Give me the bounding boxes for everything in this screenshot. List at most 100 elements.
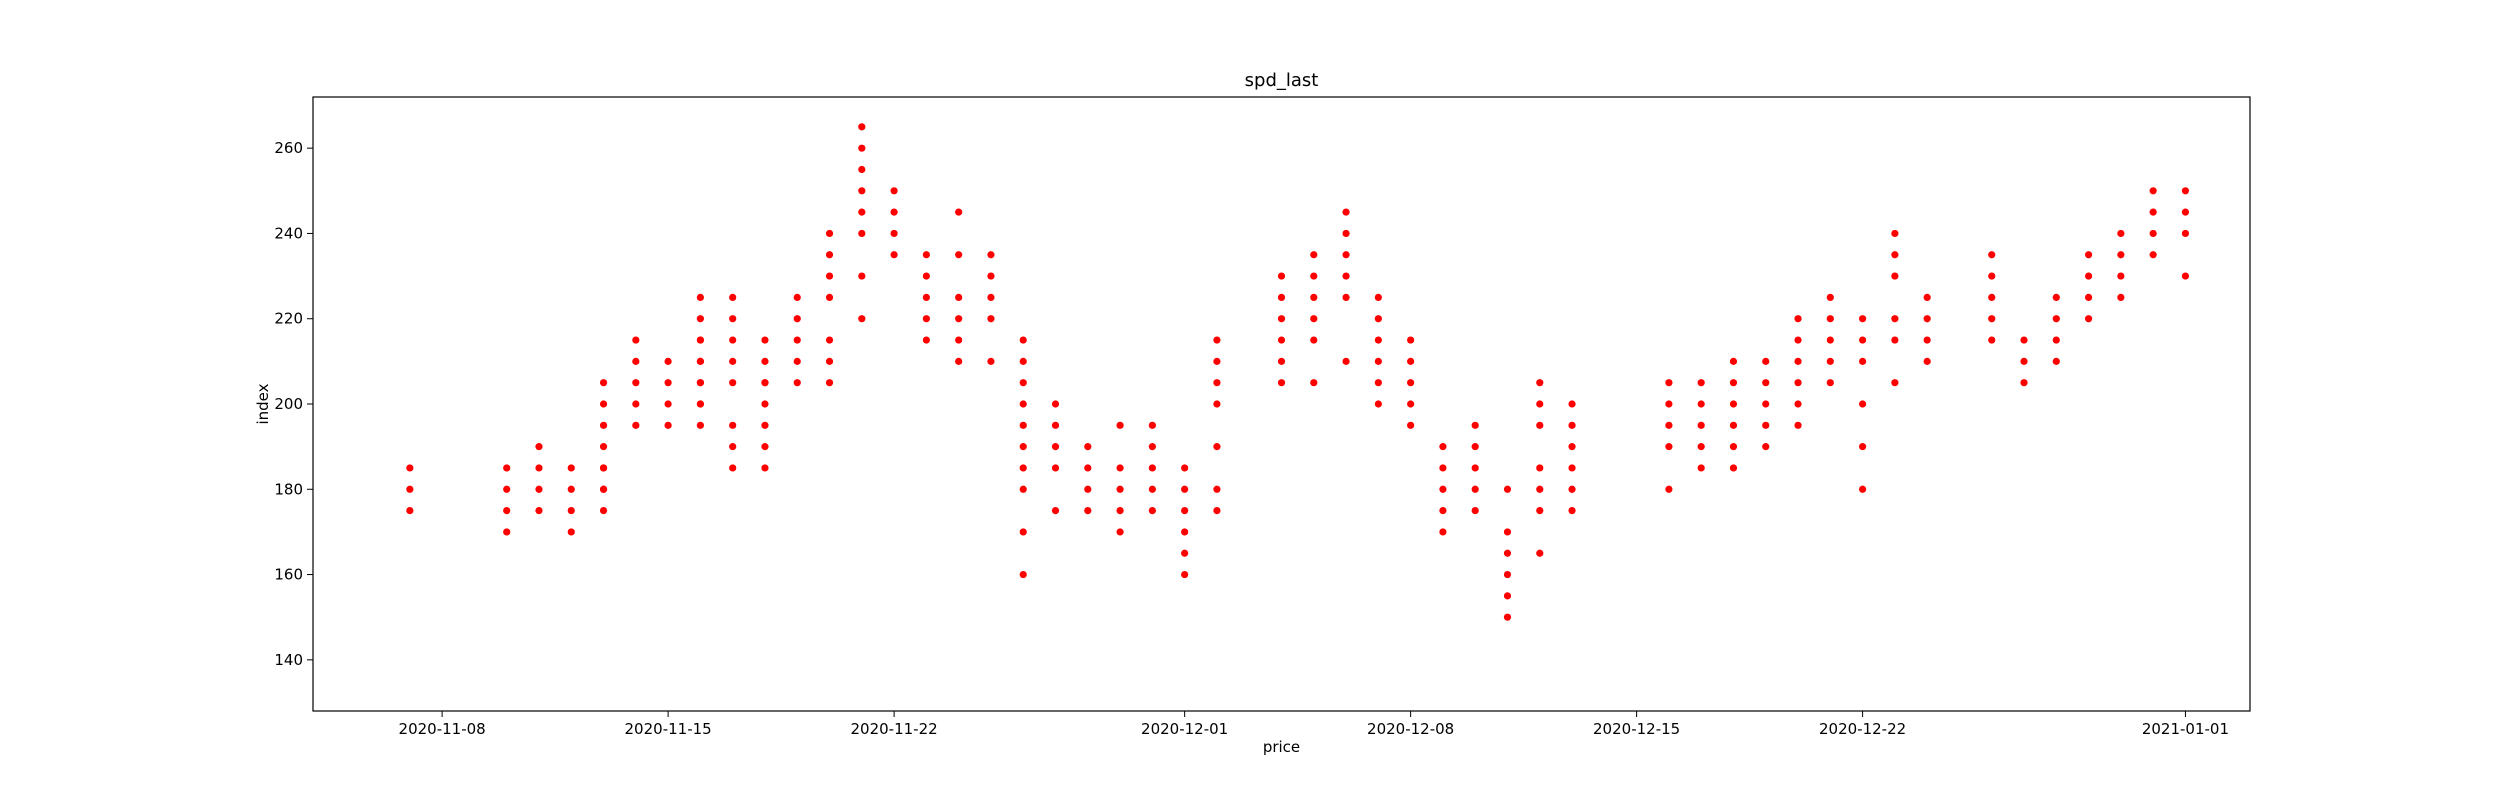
data-point [1084, 464, 1092, 472]
data-point [1342, 293, 1350, 302]
data-point [1310, 379, 1318, 387]
data-point [1536, 464, 1544, 472]
data-point [1665, 400, 1673, 408]
data-point [858, 187, 866, 195]
data-point [503, 506, 511, 515]
data-point [2149, 229, 2157, 238]
x-tick-label: 2020-12-08 [1367, 720, 1454, 738]
data-point [761, 421, 769, 429]
data-point [1439, 485, 1447, 493]
data-point [1310, 315, 1318, 323]
chart-title: spd_last [1245, 70, 1319, 91]
data-point [1407, 336, 1415, 344]
data-point [1503, 592, 1512, 600]
data-point [1277, 357, 1286, 365]
data-point [1374, 400, 1382, 408]
data-point [1019, 464, 1027, 472]
data-point [1277, 272, 1286, 280]
data-point [793, 379, 801, 387]
data-point [1148, 464, 1156, 472]
data-point [1116, 464, 1124, 472]
data-point [729, 293, 737, 302]
data-point [1213, 443, 1221, 451]
data-point [729, 421, 737, 429]
data-point [922, 336, 930, 344]
data-point [2117, 251, 2125, 259]
data-point [1859, 443, 1867, 451]
data-point [1826, 293, 1834, 302]
data-point [1342, 229, 1350, 238]
data-points [406, 123, 2190, 621]
data-point [922, 315, 930, 323]
data-point [1891, 336, 1899, 344]
data-point [599, 464, 608, 472]
data-point [632, 336, 640, 344]
data-point [1310, 272, 1318, 280]
data-point [2181, 187, 2190, 195]
data-point [1697, 464, 1705, 472]
data-point [696, 315, 705, 323]
data-point [793, 315, 801, 323]
data-point [599, 443, 608, 451]
data-point [1051, 464, 1060, 472]
plot-area-frame [312, 96, 2251, 712]
data-point [922, 251, 930, 259]
data-point [1277, 293, 1286, 302]
data-point [729, 357, 737, 365]
data-point [1181, 570, 1189, 579]
data-point [1310, 251, 1318, 259]
data-point [1116, 421, 1124, 429]
data-point [696, 357, 705, 365]
data-point [955, 251, 963, 259]
data-point [1503, 613, 1512, 621]
data-point [1568, 485, 1576, 493]
data-point [1019, 421, 1027, 429]
data-point [2020, 357, 2028, 365]
data-point [1407, 400, 1415, 408]
data-point [1891, 229, 1899, 238]
data-point [858, 123, 866, 131]
data-point [1019, 336, 1027, 344]
data-point [2052, 357, 2060, 365]
data-point [1729, 379, 1738, 387]
data-point [1568, 506, 1576, 515]
data-point [1729, 400, 1738, 408]
data-point [696, 379, 705, 387]
data-point [1729, 443, 1738, 451]
x-tick-label: 2020-11-15 [625, 720, 712, 738]
data-point [696, 336, 705, 344]
data-point [1988, 251, 1996, 259]
data-point [1019, 379, 1027, 387]
data-point [1762, 421, 1770, 429]
data-point [1503, 485, 1512, 493]
data-point [858, 208, 866, 216]
x-tick-label: 2020-12-01 [1141, 720, 1228, 738]
data-point [2149, 251, 2157, 259]
data-point [1213, 336, 1221, 344]
data-point [2084, 251, 2093, 259]
data-point [1019, 400, 1027, 408]
data-point [858, 315, 866, 323]
data-point [1568, 421, 1576, 429]
data-point [1794, 421, 1802, 429]
data-point [1503, 528, 1512, 536]
data-point [793, 357, 801, 365]
data-point [1697, 400, 1705, 408]
x-axis-label: price [1263, 738, 1300, 756]
data-point [1019, 570, 1027, 579]
data-point [1148, 443, 1156, 451]
data-point [825, 251, 834, 259]
data-point [825, 229, 834, 238]
data-point [1148, 485, 1156, 493]
x-tick-label: 2020-12-22 [1819, 720, 1906, 738]
data-point [1374, 336, 1382, 344]
data-point [987, 315, 995, 323]
data-point [1084, 443, 1092, 451]
data-point [1568, 400, 1576, 408]
data-point [1988, 336, 1996, 344]
data-point [1407, 357, 1415, 365]
data-point [1762, 443, 1770, 451]
data-point [2117, 293, 2125, 302]
data-point [1213, 400, 1221, 408]
data-point [729, 443, 737, 451]
